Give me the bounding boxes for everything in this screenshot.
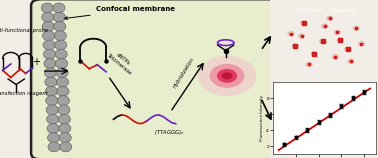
Ellipse shape <box>337 37 344 43</box>
Ellipse shape <box>46 114 59 124</box>
Ellipse shape <box>41 3 53 13</box>
Ellipse shape <box>46 96 58 106</box>
Ellipse shape <box>353 26 360 31</box>
Ellipse shape <box>44 68 57 78</box>
FancyBboxPatch shape <box>31 0 278 158</box>
Ellipse shape <box>58 105 70 115</box>
Ellipse shape <box>43 49 56 59</box>
Ellipse shape <box>45 77 57 87</box>
Text: (TTAGGG)$_n$: (TTAGGG)$_n$ <box>154 128 184 137</box>
Ellipse shape <box>45 86 57 96</box>
Text: Transfection reagent: Transfection reagent <box>0 91 48 96</box>
Ellipse shape <box>58 114 70 124</box>
Ellipse shape <box>53 3 65 13</box>
Ellipse shape <box>44 59 56 68</box>
Ellipse shape <box>56 68 68 78</box>
Ellipse shape <box>287 31 295 36</box>
Ellipse shape <box>217 69 237 83</box>
Ellipse shape <box>222 72 232 79</box>
Ellipse shape <box>55 49 67 59</box>
Ellipse shape <box>305 62 313 67</box>
Text: Telomerase: Telomerase <box>106 53 132 76</box>
Ellipse shape <box>326 16 334 21</box>
Ellipse shape <box>48 142 60 152</box>
Ellipse shape <box>319 39 326 44</box>
Ellipse shape <box>55 40 67 50</box>
Text: Multi-functional probe: Multi-functional probe <box>0 28 48 33</box>
Ellipse shape <box>347 59 355 64</box>
Ellipse shape <box>344 46 352 52</box>
Ellipse shape <box>48 133 60 143</box>
Text: dNTPs: dNTPs <box>115 52 131 67</box>
Ellipse shape <box>358 41 365 46</box>
Ellipse shape <box>291 43 299 49</box>
Ellipse shape <box>54 31 67 41</box>
Text: +: + <box>33 57 40 67</box>
Ellipse shape <box>46 105 58 115</box>
Ellipse shape <box>47 124 59 133</box>
Ellipse shape <box>43 40 55 50</box>
Ellipse shape <box>321 23 328 29</box>
Ellipse shape <box>198 56 256 96</box>
Ellipse shape <box>57 86 69 96</box>
Ellipse shape <box>42 21 54 31</box>
Y-axis label: Fluorescence Intensity: Fluorescence Intensity <box>260 95 264 141</box>
Ellipse shape <box>59 133 71 143</box>
Ellipse shape <box>300 20 307 26</box>
Ellipse shape <box>60 142 72 152</box>
Text: Confocal membrane: Confocal membrane <box>65 6 175 19</box>
Ellipse shape <box>56 59 68 68</box>
Ellipse shape <box>59 124 71 133</box>
Ellipse shape <box>332 54 339 59</box>
Ellipse shape <box>298 33 305 39</box>
Ellipse shape <box>42 12 54 22</box>
Ellipse shape <box>43 31 55 41</box>
Text: Confocal  imaging: Confocal imaging <box>295 9 355 13</box>
Text: Hybridization: Hybridization <box>172 56 195 89</box>
Ellipse shape <box>57 96 70 106</box>
Ellipse shape <box>54 21 66 31</box>
Ellipse shape <box>210 64 244 88</box>
Ellipse shape <box>310 51 318 56</box>
Ellipse shape <box>56 77 68 87</box>
Ellipse shape <box>53 12 65 22</box>
Ellipse shape <box>334 30 341 35</box>
